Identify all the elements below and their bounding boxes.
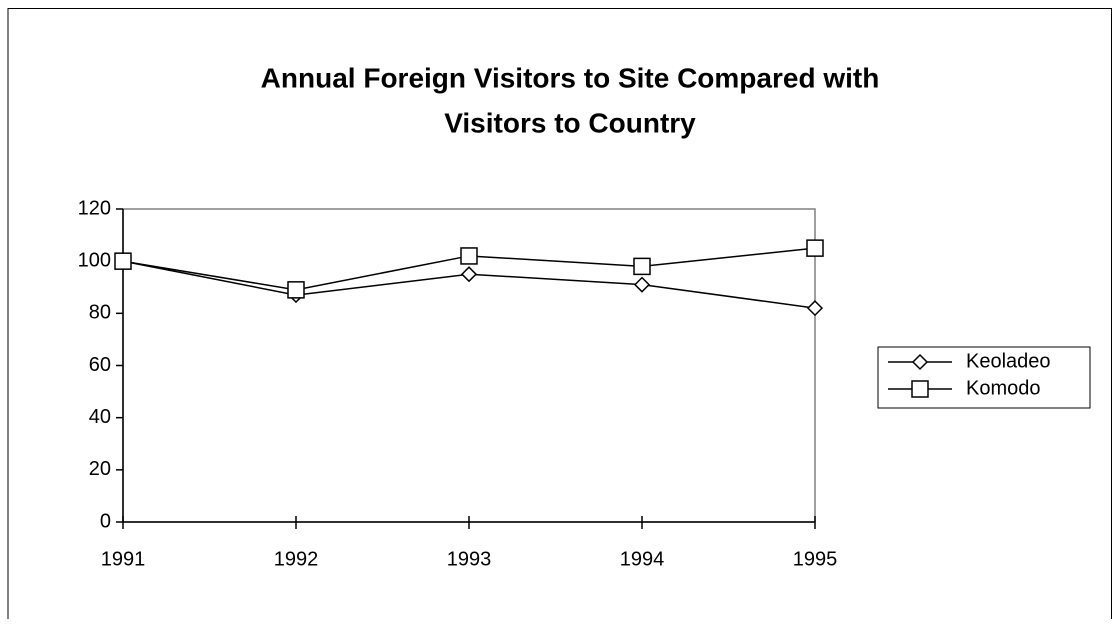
marker xyxy=(460,247,478,265)
y-tick-label: 80 xyxy=(89,302,111,324)
marker xyxy=(460,266,478,283)
chart-title: Visitors to Country xyxy=(444,107,696,138)
x-tick-label: 1995 xyxy=(793,548,838,570)
marker xyxy=(633,276,651,293)
x-tick-label: 1992 xyxy=(274,548,319,570)
y-tick-label: 120 xyxy=(78,197,111,219)
y-tick-label: 100 xyxy=(78,249,111,271)
chart-frame xyxy=(7,8,1112,619)
y-tick-label: 40 xyxy=(89,406,111,428)
x-tick-label: 1994 xyxy=(620,548,665,570)
marker xyxy=(633,257,651,276)
marker xyxy=(806,239,824,257)
y-tick-label: 0 xyxy=(100,510,111,532)
x-tick-label: 1991 xyxy=(101,548,146,570)
x-tick-label: 1993 xyxy=(447,548,492,570)
marker xyxy=(114,252,132,270)
legend xyxy=(877,346,1091,409)
marker xyxy=(911,380,929,398)
marker xyxy=(806,300,824,317)
legend-label: Komodo xyxy=(966,377,1041,399)
y-tick-label: 20 xyxy=(89,458,111,480)
marker xyxy=(911,353,929,371)
chart-title: Annual Foreign Visitors to Site Compared… xyxy=(261,62,880,93)
marker xyxy=(287,281,305,299)
y-tick-label: 60 xyxy=(89,354,111,376)
legend-label: Keoladeo xyxy=(966,350,1051,372)
